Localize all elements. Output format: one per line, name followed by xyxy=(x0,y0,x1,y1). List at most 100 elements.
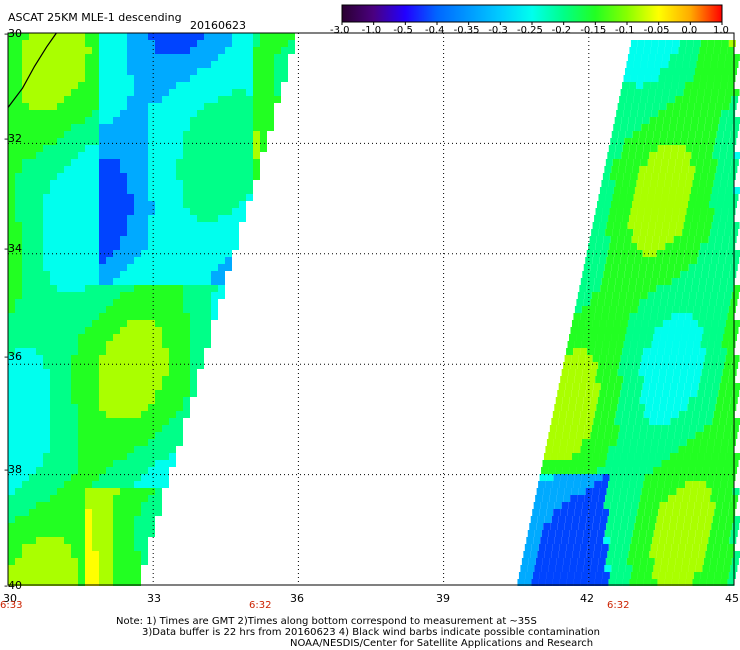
swath-cell xyxy=(50,488,57,495)
swath-cell xyxy=(183,292,190,299)
swath-cell xyxy=(78,467,85,474)
swath-cell xyxy=(92,453,99,460)
swath-cell xyxy=(627,124,635,131)
swath-cell xyxy=(546,439,554,446)
swath-cell xyxy=(162,124,169,131)
swath-cell xyxy=(720,544,728,551)
swath-cell xyxy=(573,411,581,418)
swath-cell xyxy=(692,278,700,285)
swath-cell xyxy=(50,313,57,320)
swath-cell xyxy=(120,481,127,488)
swath-cell xyxy=(663,250,671,257)
swath-cell xyxy=(50,187,57,194)
swath-cell xyxy=(722,236,730,243)
swath-cell xyxy=(689,362,697,369)
swath-cell xyxy=(639,201,647,208)
swath-cell xyxy=(134,229,141,236)
swath-cell xyxy=(597,565,605,572)
swath-cell xyxy=(43,96,50,103)
swath-cell xyxy=(85,523,92,530)
swath-cell xyxy=(43,439,50,446)
swath-cell xyxy=(155,264,162,271)
swath-cell xyxy=(724,425,732,432)
swath-cell xyxy=(650,481,658,488)
swath-cell xyxy=(155,243,162,250)
swath-cell xyxy=(274,68,281,75)
swath-cell xyxy=(162,110,169,117)
swath-cell xyxy=(197,355,204,362)
swath-cell xyxy=(8,551,15,558)
swath-cell xyxy=(550,523,558,530)
swath-cell xyxy=(36,117,43,124)
swath-cell xyxy=(577,495,585,502)
lon-label: 42 xyxy=(580,592,594,605)
swath-cell xyxy=(36,320,43,327)
swath-cell xyxy=(724,159,732,166)
swath-cell xyxy=(169,40,176,47)
swath-cell xyxy=(36,222,43,229)
swath-cell xyxy=(113,355,120,362)
swath-cell xyxy=(36,250,43,257)
swath-cell xyxy=(590,530,598,537)
swath-cell xyxy=(15,187,22,194)
swath-cell xyxy=(684,383,692,390)
swath-cell xyxy=(586,250,594,257)
swath-cell xyxy=(596,537,604,544)
swath-cell xyxy=(155,334,162,341)
swath-cell xyxy=(29,355,36,362)
swath-cell xyxy=(120,488,127,495)
swath-cell xyxy=(218,166,225,173)
swath-cell xyxy=(620,355,628,362)
swath-cell xyxy=(8,481,15,488)
swath-cell xyxy=(637,110,645,117)
swath-cell xyxy=(702,299,710,306)
swath-cell xyxy=(562,530,570,537)
swath-cell xyxy=(78,348,85,355)
swath-cell xyxy=(565,551,573,558)
swath-cell xyxy=(581,509,589,516)
swath-cell xyxy=(720,348,728,355)
swath-cell xyxy=(660,201,668,208)
swath-cell xyxy=(640,460,648,467)
swath-cell xyxy=(183,173,190,180)
swath-cell xyxy=(85,369,92,376)
swath-cell xyxy=(626,460,634,467)
swath-cell xyxy=(99,40,106,47)
swath-cell xyxy=(218,222,225,229)
swath-cell xyxy=(732,89,740,96)
swath-cell xyxy=(92,208,99,215)
swath-cell xyxy=(637,208,645,215)
swath-cell xyxy=(204,327,211,334)
swath-cell xyxy=(15,208,22,215)
swath-cell xyxy=(99,411,106,418)
swath-cell xyxy=(29,278,36,285)
swath-cell xyxy=(78,397,85,404)
swath-cell xyxy=(630,208,638,215)
swath-cell xyxy=(127,271,134,278)
swath-cell xyxy=(704,390,712,397)
swath-cell xyxy=(64,495,71,502)
swath-cell xyxy=(57,530,64,537)
swath-cell xyxy=(85,68,92,75)
swath-cell xyxy=(703,495,711,502)
swath-cell xyxy=(36,236,43,243)
swath-cell xyxy=(190,243,197,250)
swath-cell xyxy=(706,544,714,551)
swath-cell xyxy=(669,488,677,495)
swath-cell xyxy=(624,236,632,243)
swath-cell xyxy=(613,523,621,530)
swath-cell xyxy=(578,390,586,397)
swath-cell xyxy=(169,264,176,271)
swath-cell xyxy=(542,460,550,467)
swath-cell xyxy=(561,404,569,411)
swath-cell xyxy=(162,390,169,397)
swath-cell xyxy=(113,285,120,292)
swath-cell xyxy=(134,383,141,390)
swath-cell xyxy=(712,117,720,124)
swath-cell xyxy=(22,166,29,173)
swath-cell xyxy=(680,236,688,243)
swath-cell xyxy=(562,467,570,474)
swath-cell xyxy=(29,306,36,313)
swath-cell xyxy=(99,187,106,194)
swath-cell xyxy=(71,292,78,299)
